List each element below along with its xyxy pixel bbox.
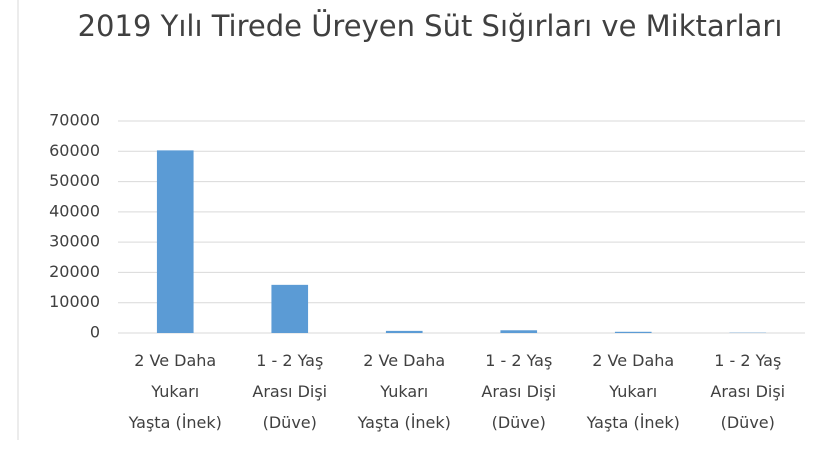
y-tick-label: 50000 (49, 171, 100, 190)
y-tick-label: 40000 (49, 201, 100, 220)
x-tick-label: 1 - 2 Yaş Arası Dişi (Düve) (252, 351, 328, 432)
bar (271, 284, 309, 333)
x-tick-label: 2 Ve Daha Yukarı Yaşta (İnek) (357, 351, 451, 432)
x-tick-label: 2 Ve Daha Yukarı Yaşta (İnek) (586, 351, 680, 432)
bar (385, 330, 423, 333)
bar (500, 330, 538, 333)
y-tick-label: 0 (90, 323, 100, 342)
x-tick-label: 2 Ve Daha Yukarı Yaşta (İnek) (128, 351, 222, 432)
y-tick-label: 10000 (49, 292, 100, 311)
x-tick-label: 1 - 2 Yaş Arası Dişi (Düve) (710, 351, 786, 432)
x-tick-label: 1 - 2 Yaş Arası Dişi (Düve) (481, 351, 557, 432)
chart-title: 2019 Yılı Tirede Üreyen Süt Sığırları ve… (77, 9, 783, 43)
y-tick-label: 70000 (49, 111, 100, 130)
bar (614, 331, 652, 333)
y-tick-label: 20000 (49, 262, 100, 281)
bar (156, 150, 194, 333)
y-tick-label: 30000 (49, 232, 100, 251)
y-tick-label: 60000 (49, 141, 100, 160)
